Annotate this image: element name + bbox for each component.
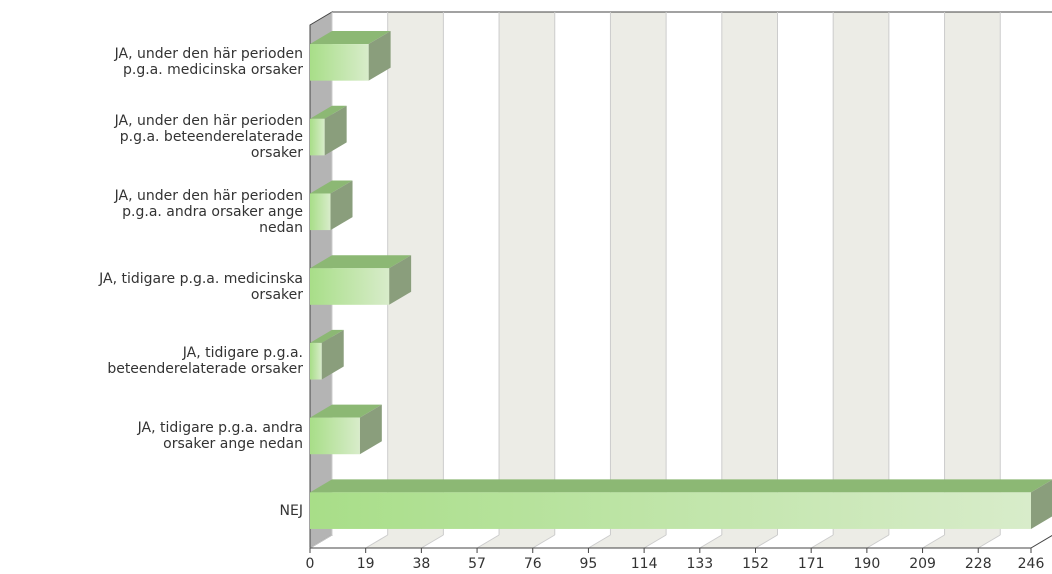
bar-top bbox=[310, 255, 412, 269]
x-tick-label: 57 bbox=[468, 556, 486, 572]
grid-line bbox=[532, 534, 556, 549]
bar-top bbox=[310, 105, 347, 119]
x-tick-label: 114 bbox=[631, 556, 658, 572]
bar bbox=[310, 492, 1031, 529]
grid-line bbox=[421, 534, 444, 549]
grid-line bbox=[588, 534, 611, 549]
bar-side bbox=[324, 105, 347, 156]
y-tick-label: JA, under den här perioden p.g.a. beteen… bbox=[114, 113, 303, 162]
grid-line bbox=[309, 534, 333, 549]
bar-side bbox=[321, 329, 344, 380]
bar-top bbox=[310, 31, 391, 45]
grid-band bbox=[499, 12, 555, 535]
x-tick-label: 228 bbox=[965, 556, 992, 572]
bar bbox=[310, 417, 360, 455]
y-tick-label: JA, tidigare p.g.a. medicinska orsaker bbox=[99, 270, 303, 303]
y-tick-label: JA, tidigare p.g.a. beteenderelaterade o… bbox=[107, 345, 303, 378]
x-tick-label: 171 bbox=[798, 556, 825, 572]
bar bbox=[310, 193, 331, 231]
x-tick-label: 0 bbox=[306, 556, 315, 572]
y-tick-label: JA, tidigare p.g.a. andra orsaker ange n… bbox=[137, 419, 303, 452]
x-tick-label: 152 bbox=[742, 556, 769, 572]
y-tick-label: JA, under den här perioden p.g.a. andra … bbox=[114, 187, 303, 236]
x-tick-label: 133 bbox=[686, 556, 713, 572]
grid-line bbox=[922, 534, 945, 549]
grid-band bbox=[610, 12, 667, 535]
bar bbox=[310, 118, 325, 156]
bar bbox=[310, 342, 322, 380]
x-tick-label: 190 bbox=[854, 556, 881, 572]
floor-band bbox=[365, 535, 444, 548]
grid-line bbox=[866, 534, 890, 549]
bar bbox=[310, 44, 369, 81]
x-tick-label: 246 bbox=[1018, 556, 1045, 572]
x-tick-label: 95 bbox=[580, 556, 598, 572]
grid-band bbox=[721, 12, 778, 535]
bar-top bbox=[310, 479, 1052, 493]
grid-band bbox=[944, 12, 1001, 535]
bar-top bbox=[310, 404, 382, 418]
y-tick-label: JA, under den här perioden p.g.a. medici… bbox=[114, 46, 303, 79]
x-axis-back bbox=[1030, 535, 1052, 549]
x-tick-label: 209 bbox=[909, 556, 936, 572]
bar-side bbox=[330, 180, 353, 231]
bar-top bbox=[310, 180, 353, 194]
grid-line bbox=[476, 534, 500, 549]
bar-side bbox=[359, 404, 382, 455]
grid-line bbox=[365, 534, 388, 549]
bar-top bbox=[310, 329, 344, 343]
x-tick-label: 76 bbox=[524, 556, 542, 572]
grid-line bbox=[755, 534, 778, 549]
bar-side bbox=[389, 255, 412, 305]
x-tick-label: 19 bbox=[357, 556, 375, 572]
floor-band bbox=[922, 535, 1001, 548]
y-tick-label: NEJ bbox=[279, 502, 303, 519]
grid-line bbox=[977, 534, 1001, 549]
back-wall bbox=[332, 12, 1052, 535]
floor-band bbox=[588, 535, 667, 548]
bar-side bbox=[368, 31, 391, 81]
bar-side bbox=[1031, 479, 1052, 529]
floor-band bbox=[477, 535, 555, 548]
bar bbox=[310, 268, 390, 305]
floor-band bbox=[811, 535, 889, 548]
grid-line bbox=[699, 534, 723, 549]
grid-band bbox=[833, 12, 889, 535]
floor-band bbox=[699, 535, 778, 548]
x-tick-label: 38 bbox=[412, 556, 430, 572]
grid-line bbox=[643, 534, 667, 549]
grid-line bbox=[810, 534, 834, 549]
